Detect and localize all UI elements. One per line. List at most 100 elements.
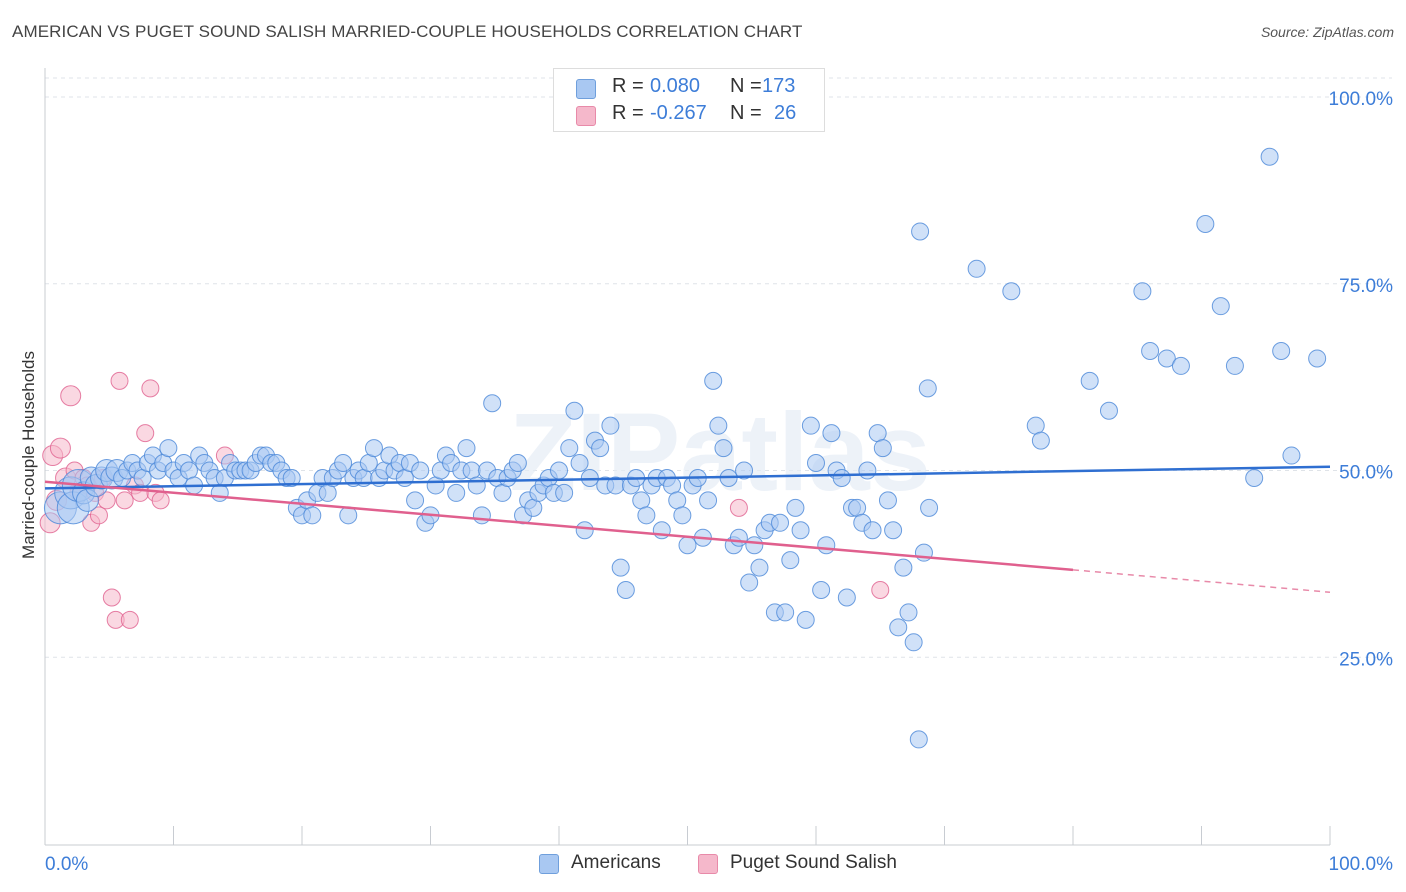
- american-point: [493, 483, 512, 502]
- american-point: [282, 468, 301, 487]
- american-point: [918, 379, 937, 398]
- american-point: [817, 536, 836, 555]
- n-value: 26: [774, 102, 797, 124]
- n-label: N =: [730, 75, 762, 97]
- american-point: [611, 558, 630, 577]
- n-value: 173: [762, 75, 796, 97]
- american-point: [699, 491, 718, 510]
- salish-trend-extension: [1072, 569, 1331, 594]
- american-point: [704, 371, 723, 390]
- american-point: [1026, 416, 1045, 435]
- salish-point: [141, 379, 160, 398]
- american-point: [911, 222, 930, 241]
- salish-swatch: [576, 106, 596, 126]
- tick-labels: 25.0% 50.0% 75.0% 100.0% 0.0% 100.0%: [45, 89, 1393, 875]
- y-axis-label: Married-couple Households: [19, 351, 38, 559]
- salish-point: [729, 498, 748, 517]
- american-point: [447, 483, 466, 502]
- american-point: [210, 483, 229, 502]
- american-point: [801, 416, 820, 435]
- american-point: [426, 476, 445, 495]
- american-point: [796, 610, 815, 629]
- trend-lines: [44, 465, 1331, 594]
- salish-legend-label: Puget Sound Salish: [730, 852, 897, 873]
- salish-point: [49, 437, 71, 459]
- salish-point: [110, 371, 129, 390]
- american-point: [179, 461, 198, 480]
- american-point: [920, 498, 939, 517]
- american-point: [673, 506, 692, 525]
- x-tick-label: 0.0%: [45, 854, 88, 875]
- american-point: [364, 439, 383, 458]
- american-point: [632, 491, 651, 510]
- american-point: [472, 506, 491, 525]
- salish-point: [120, 610, 139, 629]
- american-point: [1031, 431, 1050, 450]
- american-point: [740, 573, 759, 592]
- american-point: [575, 521, 594, 540]
- americans-legend-swatch: [539, 854, 559, 874]
- american-point: [822, 424, 841, 443]
- american-point: [832, 468, 851, 487]
- american-point: [967, 259, 986, 278]
- salish-point: [151, 491, 170, 510]
- american-point: [616, 581, 635, 600]
- american-point: [781, 551, 800, 570]
- american-point: [133, 468, 152, 487]
- american-point: [1141, 341, 1160, 360]
- american-point: [1282, 446, 1301, 465]
- salish-point: [115, 491, 134, 510]
- american-point: [663, 476, 682, 495]
- american-point: [745, 536, 764, 555]
- americans-legend-label: Americans: [571, 852, 661, 873]
- american-point: [735, 461, 754, 480]
- american-point: [1260, 147, 1279, 166]
- american-point: [709, 416, 728, 435]
- y-tick-label: 25.0%: [1339, 649, 1393, 670]
- american-point: [899, 603, 918, 622]
- y-tick-label: 75.0%: [1339, 276, 1393, 297]
- y-tick-label: 100.0%: [1329, 89, 1394, 110]
- american-point: [334, 454, 353, 473]
- american-point: [729, 528, 748, 547]
- american-point: [1225, 356, 1244, 375]
- r-value: -0.267: [650, 102, 707, 124]
- american-point: [1099, 401, 1118, 420]
- r-label: R =: [612, 102, 644, 124]
- american-point: [411, 461, 430, 480]
- american-point: [863, 521, 882, 540]
- x-tick-label: 100.0%: [1329, 854, 1394, 875]
- american-point: [1133, 282, 1152, 301]
- salish-point: [89, 506, 108, 525]
- american-point: [1245, 468, 1264, 487]
- data-points: [39, 147, 1327, 749]
- american-point: [873, 439, 892, 458]
- salish-legend-swatch: [698, 854, 718, 874]
- american-point: [889, 618, 908, 637]
- americans-trend-line: [44, 465, 1331, 490]
- american-point: [359, 454, 378, 473]
- chart-source: Source: ZipAtlas.com: [1260, 24, 1394, 40]
- american-point: [406, 491, 425, 510]
- american-point: [1272, 341, 1291, 360]
- american-point: [1196, 214, 1215, 233]
- american-point: [565, 401, 584, 420]
- american-point: [909, 730, 928, 749]
- american-point: [894, 558, 913, 577]
- american-point: [1080, 371, 1099, 390]
- american-point: [868, 424, 887, 443]
- americans-swatch: [576, 79, 596, 99]
- correlation-legend: R = 0.080 N = 173 R = -0.267 N = 26: [553, 68, 825, 132]
- grid-lines: [45, 77, 1392, 658]
- american-point: [837, 588, 856, 607]
- r-value: 0.080: [650, 75, 701, 97]
- n-label: N =: [730, 102, 762, 124]
- american-point: [714, 439, 733, 458]
- american-point: [508, 454, 527, 473]
- american-point: [884, 521, 903, 540]
- american-point: [550, 461, 568, 480]
- american-point: [318, 483, 337, 502]
- american-point: [1157, 349, 1176, 368]
- american-point: [601, 416, 620, 435]
- salish-trend-line: [44, 480, 1074, 572]
